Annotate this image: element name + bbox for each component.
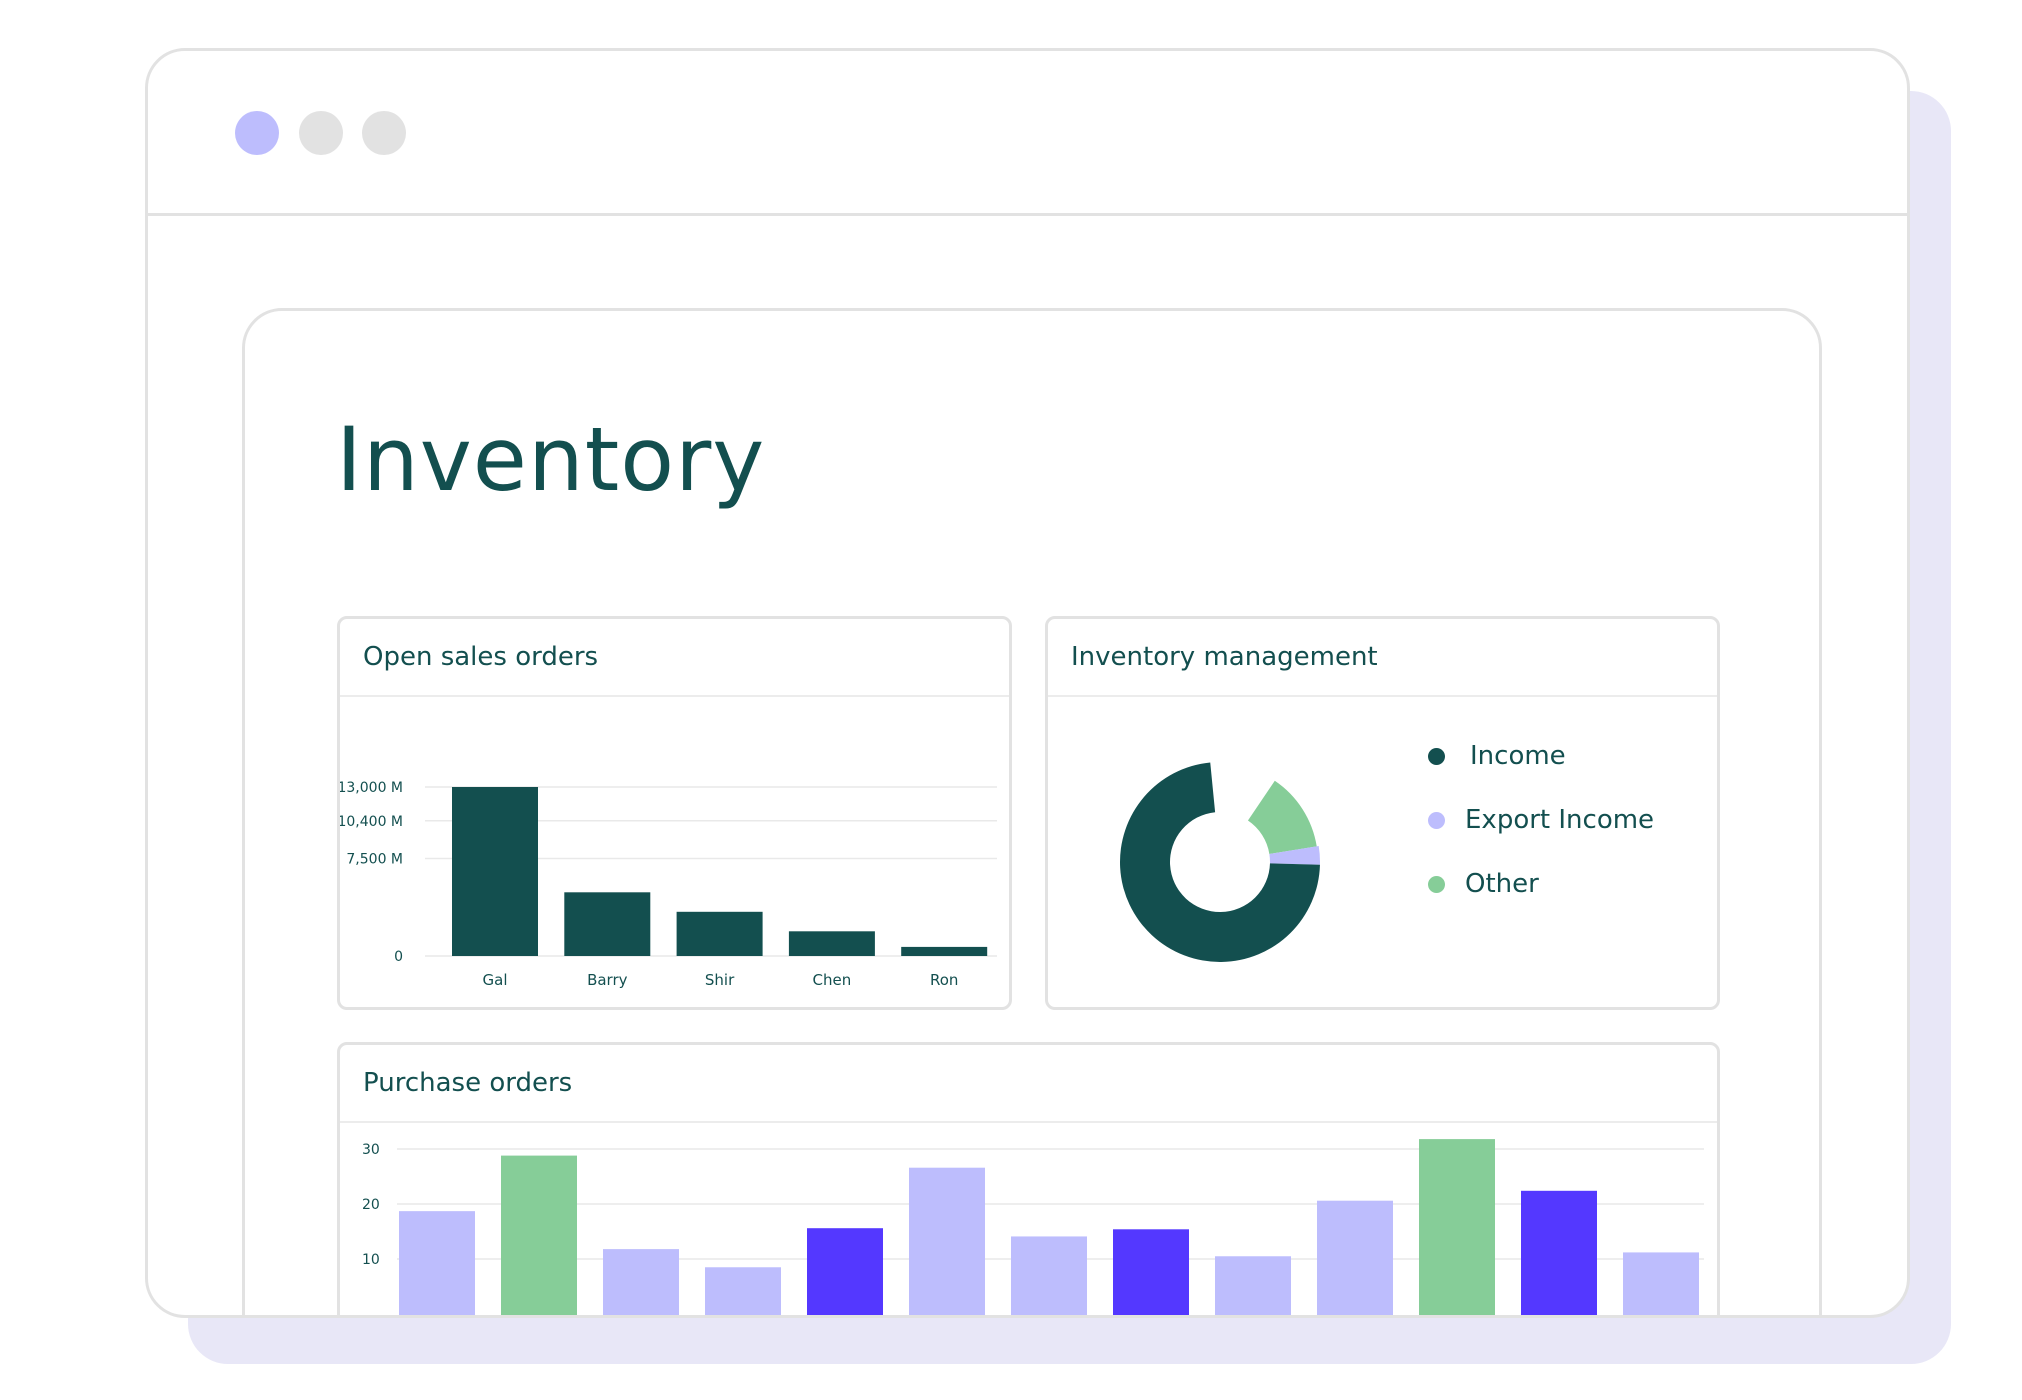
purchase-orders-chart: 10 20 30 [362, 1139, 1704, 1318]
window-dot-1[interactable] [235, 111, 279, 155]
sales-y-tick-label: 13,000 M [340, 780, 403, 796]
sales-bar-shir[interactable] [676, 911, 763, 956]
sales-x-tick-label: Ron [930, 971, 958, 989]
window-titlebar [148, 51, 1907, 216]
page-title: Inventory [336, 408, 766, 511]
sales-bar-ron[interactable] [901, 946, 988, 956]
donut-slice-income[interactable] [1120, 762, 1320, 962]
donut-slice-other[interactable] [1247, 780, 1317, 855]
legend-label-income: Income [1470, 741, 1566, 771]
sales-y-tick-label: 7,500 M [346, 852, 403, 868]
legend-label-other: Other [1465, 869, 1539, 899]
purchase-orders-panel: Purchase orders 10 20 30 [337, 1042, 1720, 1318]
legend-dot-income [1428, 747, 1445, 765]
open-sales-orders-chart: 0 7,500 M 10,400 M 13,000 M Gal Barry Shir Chen… [340, 780, 997, 989]
po-bar[interactable] [1317, 1200, 1393, 1318]
donut-slice-export-income[interactable] [1269, 846, 1320, 865]
po-bar[interactable] [1521, 1190, 1597, 1318]
po-bar[interactable] [1011, 1236, 1087, 1318]
po-bar[interactable] [1419, 1139, 1495, 1318]
po-bar[interactable] [1623, 1252, 1699, 1318]
sales-x-tick-label: Barry [587, 971, 628, 989]
legend-label-export-income: Export Income [1465, 805, 1655, 835]
legend-dot-export-income [1428, 811, 1445, 829]
window-dot-2[interactable] [299, 111, 343, 155]
sales-x-tick-label: Chen [813, 971, 852, 989]
panel-title-sales: Open sales orders [340, 619, 1009, 697]
po-bar[interactable] [501, 1155, 577, 1318]
po-bar[interactable] [399, 1211, 475, 1318]
sales-y-tick-label: 0 [394, 949, 403, 965]
po-bar[interactable] [807, 1228, 883, 1318]
open-sales-orders-panel: Open sales orders 0 7,500 M 10,400 M 13,000… [337, 616, 1012, 1010]
po-bar[interactable] [1113, 1229, 1189, 1318]
dashboard-card: Inventory Open sales orders 0 7,500 M 10,4… [242, 308, 1822, 1318]
legend-dot-other [1428, 875, 1445, 893]
po-y-tick-label: 30 [362, 1142, 380, 1158]
window-dot-3[interactable] [362, 111, 406, 155]
donut-legend: Income Export Income Other [1428, 724, 1654, 916]
po-bar[interactable] [603, 1249, 679, 1318]
sales-x-tick-label: Gal [483, 971, 508, 989]
po-bar[interactable] [909, 1167, 985, 1318]
sales-x-tick-label: Shir [705, 971, 735, 989]
legend-item-income: Income [1428, 724, 1654, 788]
panel-title-inventory: Inventory management [1048, 619, 1717, 697]
sales-y-tick-label: 10,400 M [340, 814, 403, 830]
inventory-donut-chart [1120, 762, 1320, 962]
sales-bar-gal[interactable] [452, 787, 538, 956]
po-y-tick-label: 20 [362, 1197, 380, 1213]
app-window: Inventory Open sales orders 0 7,500 M 10,4… [145, 48, 1910, 1318]
panel-title-purchase: Purchase orders [340, 1045, 1717, 1123]
po-bar[interactable] [1215, 1256, 1291, 1318]
sales-bar-barry[interactable] [564, 892, 651, 956]
po-y-tick-label: 10 [362, 1252, 380, 1268]
legend-item-export-income: Export Income [1428, 788, 1654, 852]
sales-bar-chen[interactable] [788, 931, 875, 956]
po-bar[interactable] [705, 1267, 781, 1318]
inventory-management-panel: Inventory management Income Export Incom… [1045, 616, 1720, 1010]
legend-item-other: Other [1428, 852, 1654, 916]
